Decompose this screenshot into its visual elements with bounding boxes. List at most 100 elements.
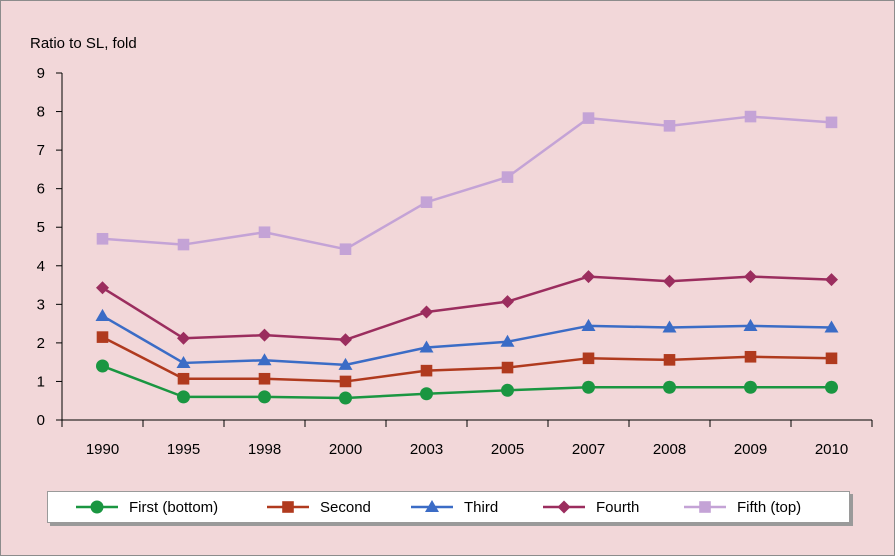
data-point (257, 353, 272, 366)
series-line (101, 335, 832, 383)
data-point (825, 273, 838, 287)
data-point (662, 320, 677, 333)
y-tick-label: 4 (37, 258, 45, 275)
x-tick-label: 2010 (815, 441, 848, 458)
y-tick-label: 9 (37, 65, 45, 82)
x-tick-label: 2007 (572, 441, 605, 458)
legend-item: Second (267, 499, 371, 516)
data-point (176, 355, 191, 368)
data-point (744, 110, 757, 123)
y-tick-label: 1 (37, 373, 45, 390)
data-point (581, 318, 596, 331)
data-point (663, 380, 676, 394)
data-point (258, 226, 271, 239)
data-point (420, 387, 433, 401)
series-line (101, 314, 832, 367)
legend-marker (699, 501, 711, 513)
data-point (177, 390, 190, 404)
data-point (419, 340, 434, 353)
data-point (339, 333, 352, 347)
x-tick-label: 1998 (248, 441, 281, 458)
x-tick-label: 1995 (167, 441, 200, 458)
series-third (95, 308, 839, 370)
series-fifth-top (96, 110, 838, 255)
x-tick-label: 2008 (653, 441, 686, 458)
data-point (663, 274, 676, 288)
data-point (663, 354, 676, 366)
data-point (177, 372, 190, 385)
data-point (258, 372, 271, 385)
data-point (420, 305, 433, 319)
data-point (501, 383, 514, 397)
legend-item: Third (411, 499, 498, 516)
legend-marker (425, 500, 439, 513)
data-point (824, 320, 839, 333)
legend-marker (557, 500, 571, 514)
data-point (258, 328, 271, 342)
data-point (338, 357, 353, 370)
y-tick-label: 0 (37, 412, 45, 429)
data-point (339, 375, 352, 388)
series-line (101, 275, 832, 342)
legend-item: Fifth (top) (684, 499, 801, 516)
legend-label: Third (464, 499, 498, 516)
data-point (95, 308, 110, 321)
series-fourth (96, 270, 838, 347)
data-point (744, 270, 757, 284)
y-tick-label: 7 (37, 142, 45, 159)
y-tick-label: 2 (37, 335, 45, 352)
data-point (96, 331, 109, 343)
data-point (96, 359, 109, 373)
legend-marker (90, 500, 104, 514)
legend-label: Fourth (596, 499, 639, 516)
data-point (339, 243, 352, 255)
data-point (258, 390, 271, 404)
legend-label: Fifth (top) (737, 499, 801, 516)
legend-item: First (bottom) (76, 499, 218, 516)
data-point (96, 281, 109, 295)
data-point (177, 331, 190, 345)
data-point (96, 232, 109, 245)
series-second (96, 331, 838, 388)
series-line (102, 115, 832, 251)
data-point (500, 334, 515, 347)
legend-label: Second (320, 499, 371, 516)
x-tick-label: 2005 (491, 441, 524, 458)
legend-marker (282, 501, 294, 513)
data-point (744, 350, 757, 363)
y-tick-label: 3 (37, 296, 45, 313)
data-point (501, 295, 514, 309)
y-tick-label: 8 (37, 104, 45, 121)
legend-item: Fourth (543, 499, 639, 516)
legend: First (bottom) Second Third Fourth Fifth (to… (47, 491, 850, 523)
data-point (420, 364, 433, 377)
data-point (582, 380, 595, 394)
data-point (582, 112, 595, 124)
series-layer (95, 110, 839, 405)
data-point (339, 391, 352, 405)
data-point (743, 318, 758, 331)
x-tick-label: 2000 (329, 441, 362, 458)
legend-label: First (bottom) (129, 499, 218, 516)
legend-items: First (bottom) Second Third Fourth Fifth (to… (76, 499, 801, 516)
axes: 0 1 2 3 4 5 6 7 8 9 1990 1995 1998 2000 2003 2005 2007 20… (37, 65, 873, 458)
x-tick-label: 2003 (410, 441, 443, 458)
data-point (744, 380, 757, 394)
y-tick-label: 6 (37, 181, 45, 198)
data-point (501, 171, 514, 183)
x-tick-label: 1990 (86, 441, 119, 458)
data-point (825, 352, 838, 365)
y-tick-label: 5 (37, 219, 45, 236)
data-point (420, 196, 433, 208)
x-tick-label: 2009 (734, 441, 767, 458)
data-point (582, 270, 595, 284)
data-point (582, 352, 595, 365)
data-point (177, 238, 190, 251)
series-line (102, 364, 832, 400)
y-axis-label: Ratio to SL, fold (30, 35, 137, 52)
data-point (825, 380, 838, 394)
data-point (501, 361, 514, 374)
data-point (825, 116, 838, 129)
data-point (663, 120, 676, 132)
